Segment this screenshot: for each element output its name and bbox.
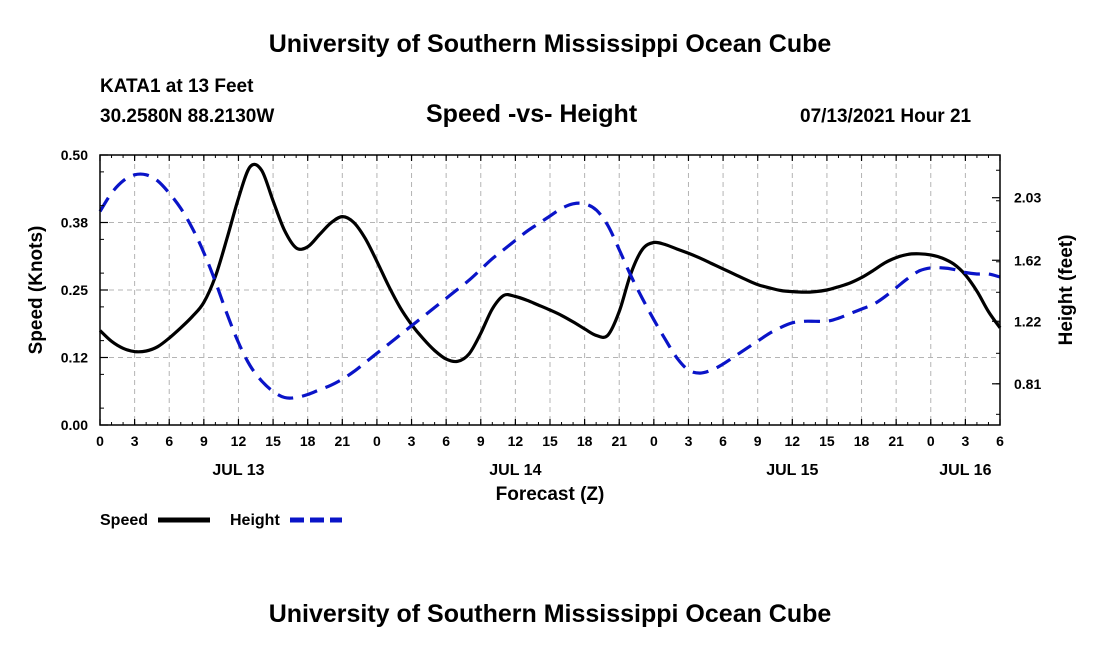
- x-tick-label: 3: [131, 433, 139, 449]
- x-tick-label: 12: [231, 433, 247, 449]
- x-tick-label: 21: [888, 433, 904, 449]
- x-tick-label: 18: [577, 433, 593, 449]
- x-tick-label: 9: [200, 433, 208, 449]
- x-tick-label: 15: [542, 433, 558, 449]
- legend-label-height: Height: [230, 512, 280, 529]
- x-day-label: JUL 15: [766, 462, 818, 479]
- series: [98, 162, 1002, 400]
- x-tick-label: 6: [442, 433, 450, 449]
- axes: 0 3 6 9 12 15 18 21 0 3 6 9 12 15 18 21 0 3 6 9 12 15 18 21 0 3 6J…: [61, 147, 1042, 479]
- series-line-height: [98, 172, 1001, 400]
- x-axis-title: Forecast (Z): [496, 484, 605, 505]
- chart-title: Speed -vs- Height: [426, 100, 638, 128]
- x-tick-label: 0: [927, 433, 935, 449]
- x-tick-label: 0: [96, 433, 104, 449]
- x-tick-label: 6: [165, 433, 173, 449]
- x-tick-label: 6: [996, 433, 1004, 449]
- x-tick-label: 21: [611, 433, 627, 449]
- y-left-tick-label: 0.00: [61, 417, 88, 433]
- y-left-tick-label: 0.12: [61, 350, 88, 366]
- station-coordinates: 30.2580N 88.2130W: [100, 106, 275, 127]
- x-tick-label: 21: [335, 433, 351, 449]
- x-tick-label: 12: [785, 433, 801, 449]
- page-title-top: University of Southern Mississippi Ocean…: [268, 30, 832, 58]
- legend-label-speed: Speed: [100, 512, 148, 529]
- x-tick-label: 0: [373, 433, 381, 449]
- y-left-tick-label: 0.25: [61, 282, 88, 298]
- page-title-bottom: University of Southern Mississippi Ocean…: [268, 600, 832, 628]
- y-right-tick-label: 1.62: [1014, 252, 1041, 268]
- x-tick-label: 15: [265, 433, 281, 449]
- x-tick-label: 9: [477, 433, 485, 449]
- x-tick-label: 3: [685, 433, 693, 449]
- x-tick-label: 9: [754, 433, 762, 449]
- x-tick-label: 3: [408, 433, 416, 449]
- x-day-label: JUL 16: [939, 462, 991, 479]
- legend: Speed Height: [100, 512, 342, 529]
- x-tick-label: 15: [819, 433, 835, 449]
- y-left-tick-label: 0.50: [61, 147, 88, 163]
- x-day-label: JUL 14: [489, 462, 541, 479]
- forecast-run-time: 07/13/2021 Hour 21: [800, 106, 972, 127]
- y-right-tick-label: 0.81: [1014, 376, 1041, 392]
- y-right-tick-label: 2.03: [1014, 190, 1041, 206]
- x-tick-label: 3: [961, 433, 969, 449]
- x-tick-label: 18: [854, 433, 870, 449]
- y-right-tick-label: 1.22: [1014, 313, 1041, 329]
- x-tick-label: 0: [650, 433, 658, 449]
- x-day-label: JUL 13: [212, 462, 264, 479]
- x-tick-label: 6: [719, 433, 727, 449]
- y-left-tick-label: 0.38: [61, 215, 88, 231]
- station-label: KATA1 at 13 Feet: [100, 76, 254, 97]
- y-axis-title-right: Height (feet): [1056, 235, 1077, 346]
- x-tick-label: 12: [508, 433, 524, 449]
- x-tick-label: 18: [300, 433, 316, 449]
- series-line-speed: [98, 162, 1002, 364]
- y-axis-title-left: Speed (Knots): [26, 226, 47, 355]
- grid: [100, 155, 1000, 425]
